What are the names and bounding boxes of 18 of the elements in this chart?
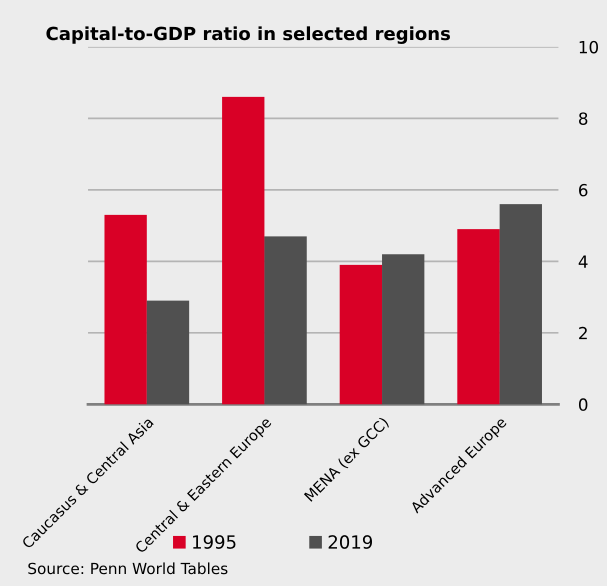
chart-title: Capital-to-GDP ratio in selected regions <box>46 26 450 44</box>
bar <box>104 214 147 404</box>
bar <box>222 96 264 404</box>
y-tick-label: 8 <box>579 112 588 125</box>
bar <box>457 229 500 404</box>
y-tick-label: 10 <box>580 40 598 54</box>
source-note: Source: Penn World Tables <box>28 562 228 574</box>
y-tick-label: 6 <box>579 184 588 196</box>
bar <box>382 254 424 404</box>
legend-label: 1995 <box>193 535 236 549</box>
bar <box>146 300 190 404</box>
y-tick-label: 4 <box>578 256 588 268</box>
y-tick-label: 0 <box>578 398 588 411</box>
bar <box>264 236 307 404</box>
bar <box>500 204 542 404</box>
legend-label: 2019 <box>328 535 372 549</box>
y-tick-label: 2 <box>579 326 587 340</box>
bar <box>340 264 382 404</box>
